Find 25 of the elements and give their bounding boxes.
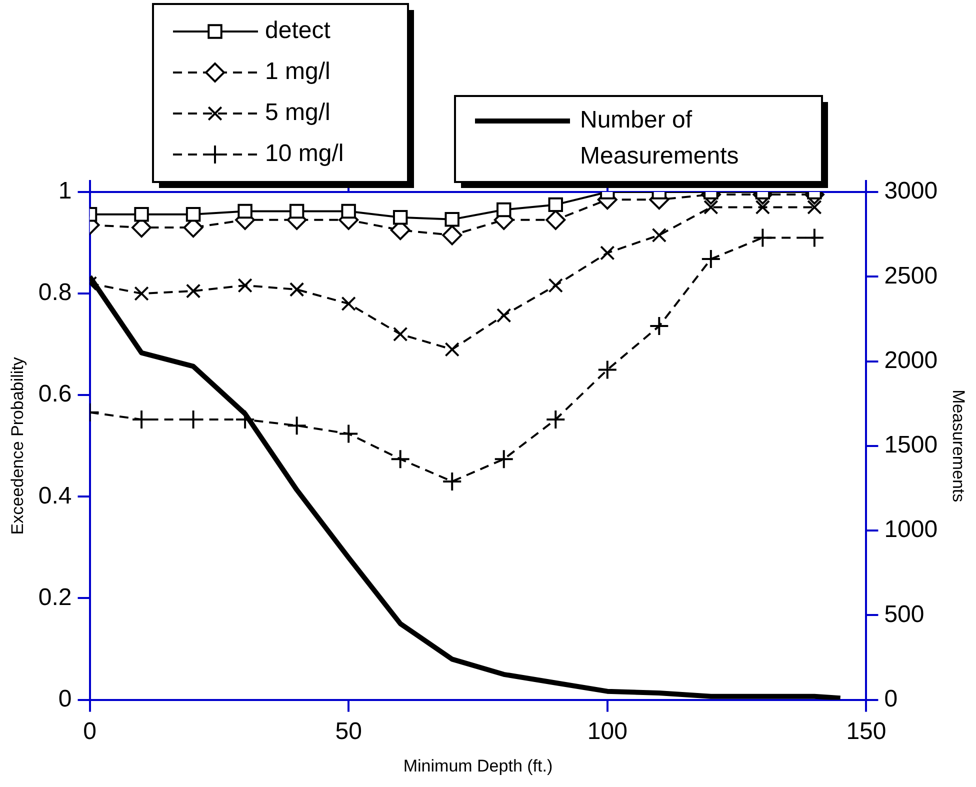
y-tick-label: 0.8 — [38, 279, 72, 306]
y-tick-label: 1 — [58, 178, 72, 205]
y-tick-label: 0.4 — [38, 482, 72, 510]
y2-tick-label: 500 — [884, 600, 924, 628]
y2-axis-title: Measurements — [949, 390, 968, 502]
x-tick-label: 50 — [335, 718, 362, 745]
legend-label: 5 mg/l — [265, 99, 330, 126]
y2-tick-label: 2000 — [884, 346, 938, 374]
y-tick-label: 0.6 — [38, 380, 72, 408]
x-tick-label: 0 — [83, 718, 96, 745]
x-tick-label: 100 — [587, 718, 628, 745]
y2-tick-label: 2500 — [884, 262, 938, 290]
y2-tick-label: 0 — [884, 685, 898, 712]
y2-tick-label: 1500 — [884, 432, 938, 459]
x-tick-label: 150 — [846, 718, 886, 745]
legend-label: 10 mg/l — [265, 140, 344, 168]
legend-label: Number of Measurements — [580, 106, 739, 170]
y2-tick-label: 1000 — [884, 516, 938, 544]
y-tick-label: 0 — [58, 685, 72, 712]
y2-tick-label: 3000 — [884, 178, 938, 205]
y-tick-label: 0.2 — [38, 584, 72, 611]
legend-label: detect — [265, 17, 331, 44]
y-axis-title: Exceedence Probability — [8, 356, 27, 535]
legend-label: 1 mg/l — [265, 58, 330, 86]
x-axis-title: Minimum Depth (ft.) — [403, 756, 553, 776]
